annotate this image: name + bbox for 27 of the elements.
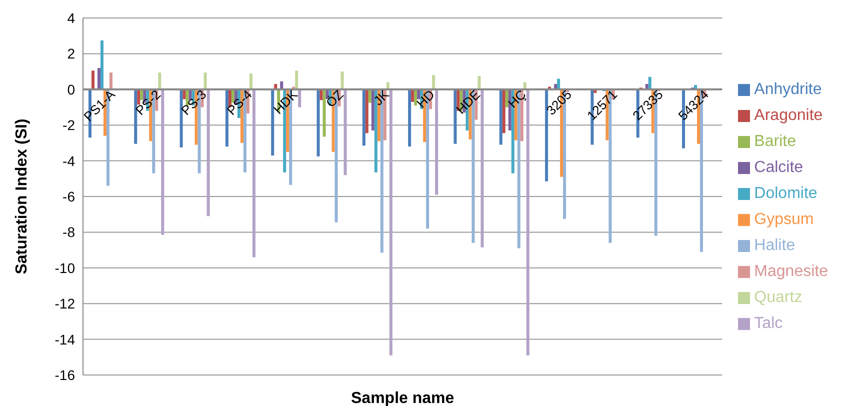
y-tick-label: 0 bbox=[67, 81, 76, 98]
legend-label: Talc bbox=[754, 315, 783, 332]
legend-label: Aragonite bbox=[754, 107, 823, 124]
legend-label: Dolomite bbox=[754, 185, 818, 202]
y-tick-label: -2 bbox=[62, 117, 76, 134]
x-tick-label: HD bbox=[414, 86, 438, 111]
x-tick-label: HÇ bbox=[504, 86, 529, 111]
x-tick-label: ÖZ bbox=[322, 86, 346, 110]
y-tick-label: -6 bbox=[62, 188, 76, 204]
legend-label: Calcite bbox=[754, 159, 804, 176]
legend-label: Halite bbox=[754, 237, 796, 254]
legend-label: Barite bbox=[754, 133, 796, 150]
y-tick-label: -12 bbox=[54, 296, 76, 312]
legend-label: Gypsum bbox=[754, 211, 814, 228]
y-tick-label: -16 bbox=[54, 366, 76, 383]
x-tick-label: JK bbox=[370, 86, 392, 108]
y-tick-label: -10 bbox=[54, 260, 76, 276]
y-tick-label: -14 bbox=[54, 331, 76, 348]
y-tick-label: 4 bbox=[67, 10, 76, 26]
legend-label: Quartz bbox=[754, 289, 802, 306]
legend-label: Anhydrite bbox=[754, 81, 822, 98]
legend-label: Magnesite bbox=[754, 263, 828, 280]
y-axis-title: Saturation Index (SI) bbox=[14, 118, 31, 274]
y-tick-label: 2 bbox=[67, 46, 76, 62]
y-tick-label: -4 bbox=[62, 152, 76, 169]
x-axis-title: Sample name bbox=[351, 390, 454, 406]
y-tick-label: -8 bbox=[62, 224, 76, 240]
